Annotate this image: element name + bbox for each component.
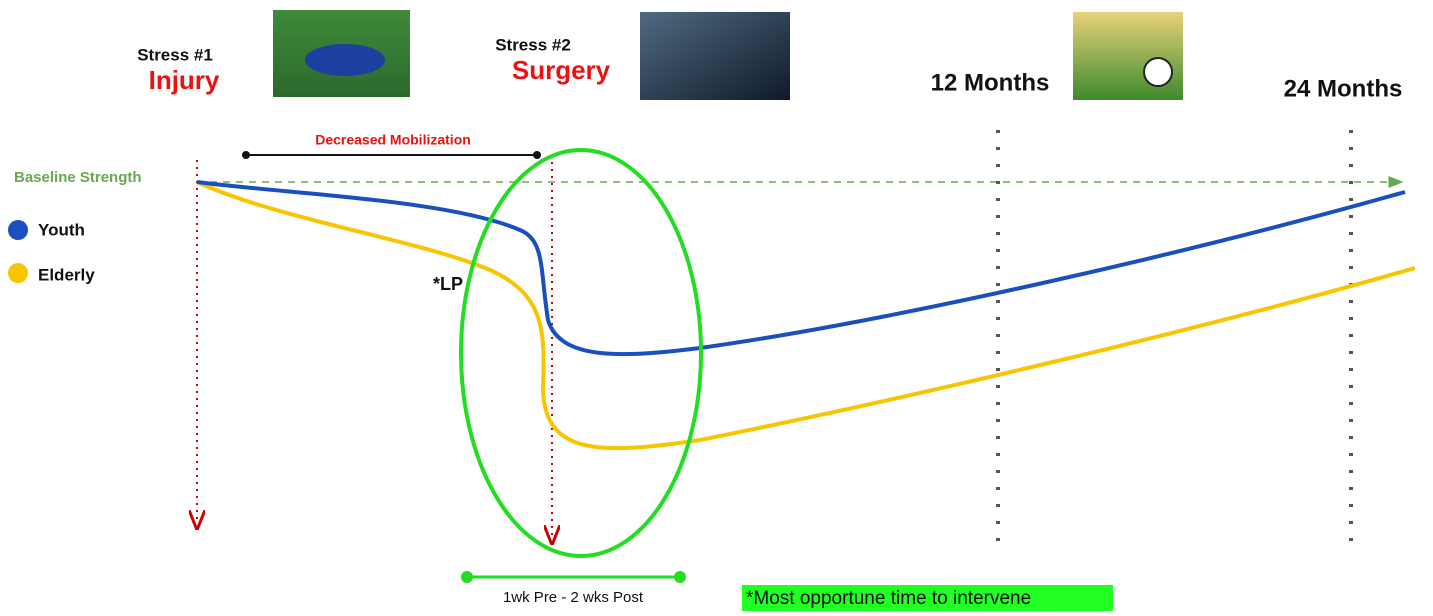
window-end xyxy=(461,571,473,583)
stress-event: Injury xyxy=(149,65,220,95)
window-label: 1wk Pre - 2 wks Post xyxy=(503,589,644,606)
youth-curve xyxy=(197,182,1405,354)
ball xyxy=(1144,58,1172,86)
elderly-curve xyxy=(197,182,1415,448)
annotation: Decreased Mobilization xyxy=(315,132,471,148)
legend-dot xyxy=(8,263,28,283)
stress-event: Surgery xyxy=(512,55,611,85)
milestone: 12 Months xyxy=(931,69,1050,96)
range-end xyxy=(533,151,541,159)
surgery-photo xyxy=(640,12,790,100)
legend-label: Youth xyxy=(38,220,85,239)
range-end xyxy=(242,151,250,159)
milestone: 24 Months xyxy=(1284,75,1403,102)
stress-label: Stress #1 xyxy=(137,45,213,64)
note: *Most opportune time to intervene xyxy=(746,588,1031,609)
lp-label: *LP xyxy=(433,274,463,294)
baseline-label: Baseline Strength xyxy=(14,169,142,186)
diagram: Stress #1 Injury Stress #2 Surgery 12 Mo… xyxy=(0,0,1433,611)
player-figure xyxy=(305,44,385,76)
window-end xyxy=(674,571,686,583)
legend-dot xyxy=(8,220,28,240)
legend-label: Elderly xyxy=(38,265,95,284)
soccer-photo xyxy=(1073,12,1183,100)
stress-label: Stress #2 xyxy=(495,35,571,54)
